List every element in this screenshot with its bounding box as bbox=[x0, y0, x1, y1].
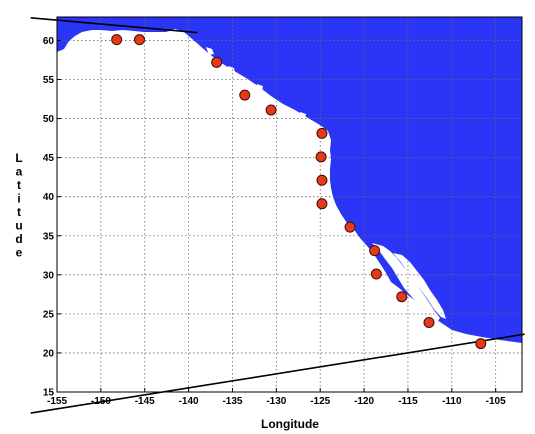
y-tick-label: 25 bbox=[43, 309, 55, 320]
y-axis-title-letter: d bbox=[15, 232, 22, 246]
x-tick-label: -105 bbox=[486, 396, 506, 407]
station-marker bbox=[111, 34, 123, 46]
y-axis-title-letter: L bbox=[15, 151, 22, 165]
station-marker bbox=[316, 198, 328, 210]
y-tick-label: 50 bbox=[43, 114, 55, 125]
plot-frame bbox=[56, 16, 523, 393]
y-tick-label: 35 bbox=[43, 231, 55, 242]
stations bbox=[111, 34, 487, 350]
y-tick-label: 60 bbox=[43, 36, 55, 47]
y-axis-title-letter: a bbox=[16, 164, 23, 178]
x-tick-label: -115 bbox=[398, 396, 418, 407]
y-axis-title-letter: t bbox=[17, 205, 21, 219]
y-axis-title-letter: i bbox=[17, 191, 20, 205]
y-tick-label: 40 bbox=[43, 192, 55, 203]
boundary-line bbox=[30, 16, 198, 34]
boundary-lines bbox=[30, 16, 525, 414]
y-tick-label: 30 bbox=[43, 270, 55, 281]
x-tick-label: -155 bbox=[47, 396, 67, 407]
x-tick-label: -135 bbox=[222, 396, 242, 407]
y-tick-label: 20 bbox=[43, 348, 55, 359]
station-marker bbox=[423, 316, 435, 328]
y-axis-title-letter: e bbox=[16, 245, 23, 259]
station-marker bbox=[211, 56, 223, 68]
y-axis-title-letter: t bbox=[17, 178, 21, 192]
x-tick-label: -125 bbox=[310, 396, 330, 407]
station-marker bbox=[133, 34, 145, 46]
x-tick-label: -130 bbox=[266, 396, 286, 407]
station-marker bbox=[475, 338, 487, 350]
station-marker bbox=[344, 221, 356, 233]
land-mass bbox=[57, 17, 522, 343]
gulf-of-california bbox=[393, 253, 446, 319]
station-marker bbox=[369, 245, 381, 257]
station-marker bbox=[316, 174, 328, 186]
x-tick-label: -145 bbox=[135, 396, 155, 407]
station-marker bbox=[370, 268, 382, 280]
boundary-line bbox=[30, 333, 525, 414]
baja-peninsula bbox=[372, 243, 440, 322]
x-tick-label: -110 bbox=[442, 396, 462, 407]
station-marker bbox=[239, 89, 251, 101]
x-tick-label: -120 bbox=[354, 396, 374, 407]
station-marker bbox=[265, 104, 277, 116]
station-marker bbox=[396, 291, 408, 303]
y-tick-label: 55 bbox=[43, 75, 55, 86]
x-tick-label: -140 bbox=[179, 396, 199, 407]
station-marker bbox=[316, 127, 328, 139]
station-marker bbox=[315, 151, 327, 163]
x-axis-title: Longitude bbox=[261, 417, 319, 431]
axis-ticks: -155-150-145-140-135-130-125-120-115-110… bbox=[43, 36, 506, 407]
y-tick-label: 15 bbox=[43, 388, 55, 399]
y-axis-title-letter: u bbox=[15, 218, 22, 232]
y-tick-label: 45 bbox=[43, 153, 55, 164]
